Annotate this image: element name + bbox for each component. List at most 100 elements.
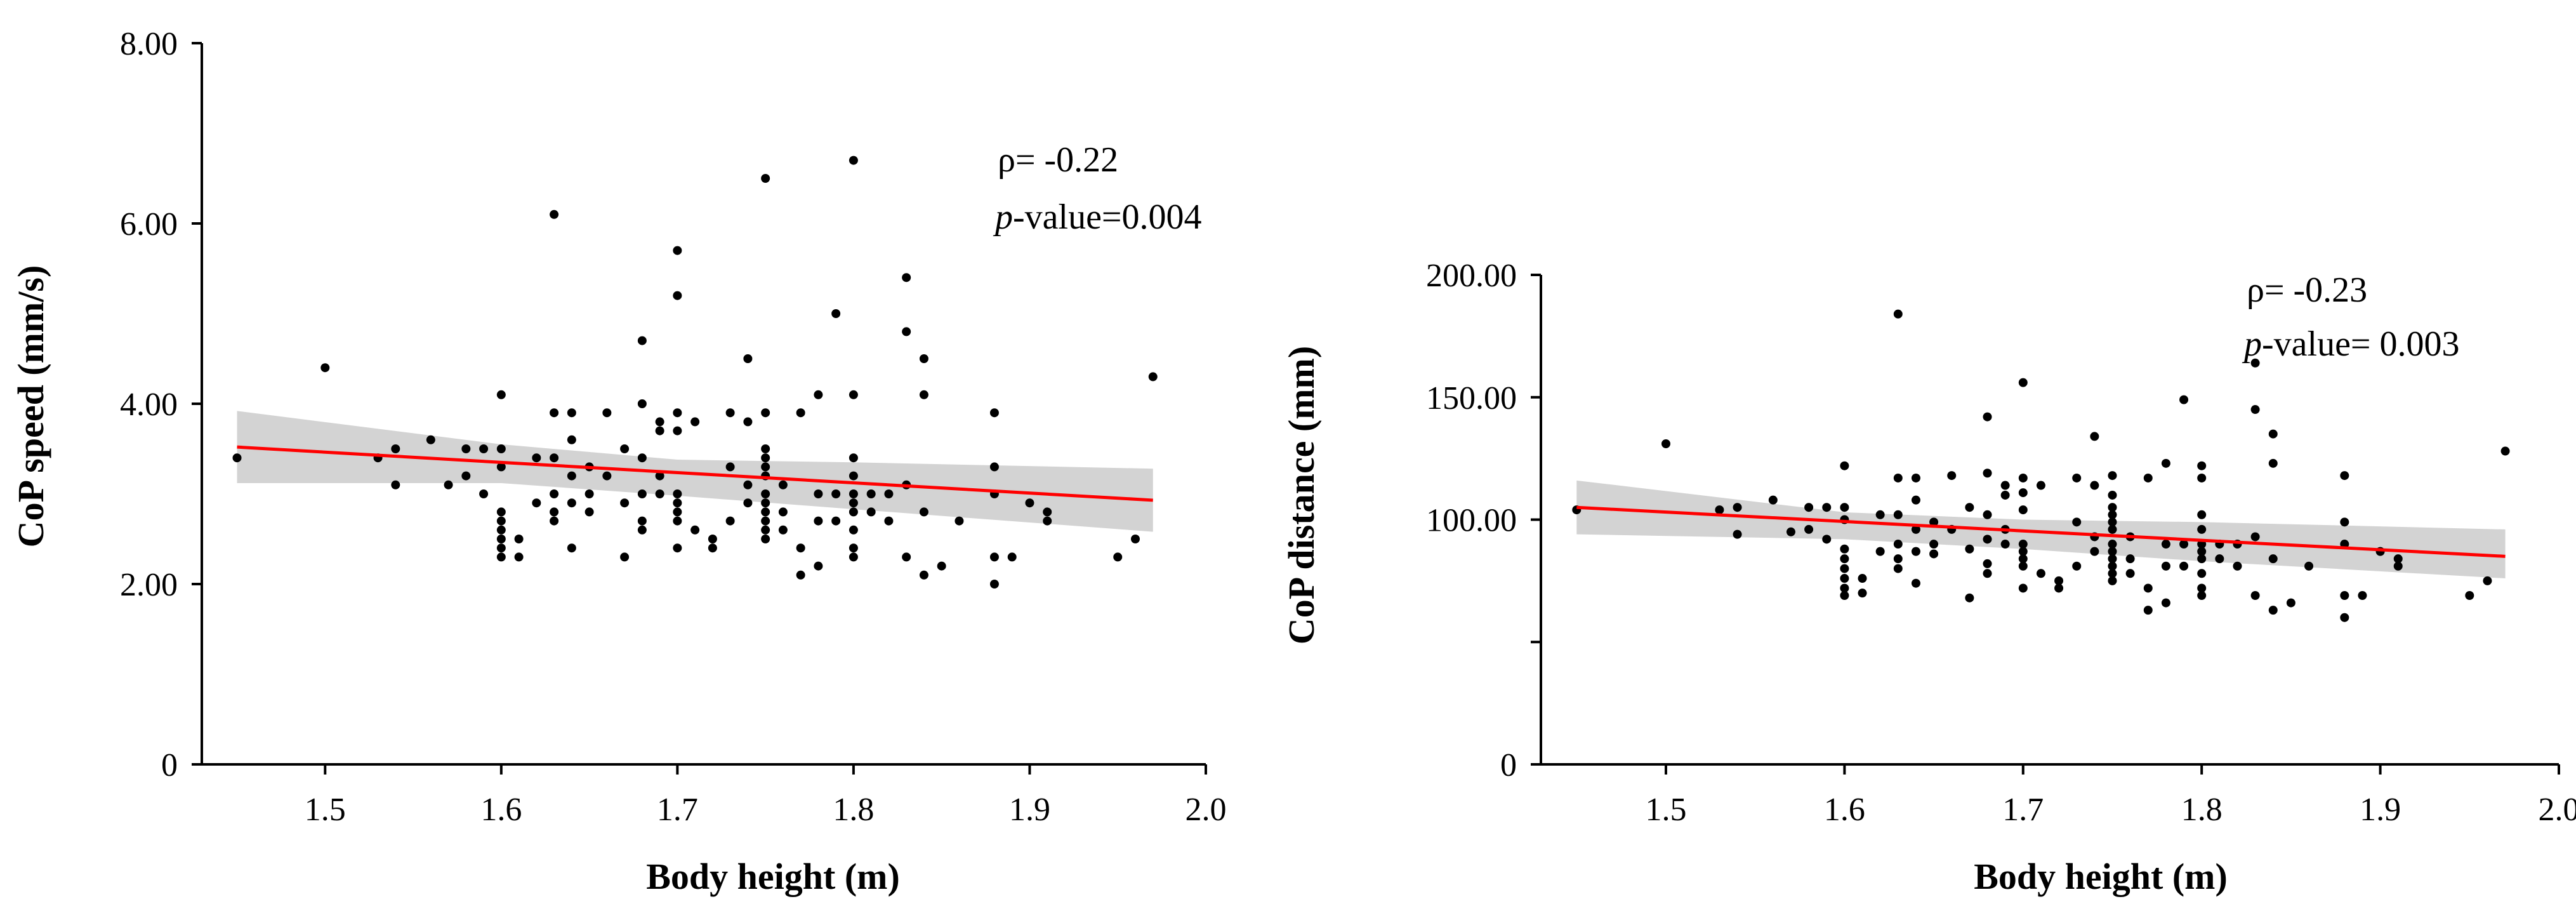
- x-axis-title: Body height (m): [1974, 856, 2228, 897]
- data-point: [725, 462, 735, 472]
- y-tick-label: 0: [161, 747, 178, 783]
- data-point: [2197, 461, 2207, 470]
- data-point: [743, 354, 753, 363]
- data-point: [2268, 606, 2278, 615]
- data-point: [743, 417, 753, 427]
- data-point: [2197, 473, 2207, 482]
- data-point: [761, 462, 770, 472]
- data-point: [761, 174, 770, 183]
- data-point: [1983, 469, 1992, 478]
- y-ticks: 0 100.00 150.00 200.00: [1426, 258, 1541, 783]
- data-point: [2108, 540, 2117, 549]
- data-point: [673, 498, 682, 508]
- y-tick-label: 2.00: [120, 567, 178, 603]
- data-point: [989, 408, 999, 418]
- data-point: [2108, 503, 2117, 512]
- data-point: [2268, 554, 2278, 564]
- data-point: [849, 543, 858, 553]
- data-point: [2090, 481, 2099, 490]
- data-point: [761, 535, 770, 543]
- data-point: [673, 291, 682, 300]
- data-point: [1911, 473, 1920, 482]
- data-point: [532, 498, 541, 508]
- data-point: [655, 489, 664, 498]
- data-point: [620, 552, 630, 562]
- data-point: [1983, 569, 1992, 578]
- data-point: [2250, 405, 2260, 415]
- data-point: [1043, 507, 1052, 517]
- data-point: [1983, 535, 1992, 544]
- data-point: [761, 507, 770, 517]
- x-tick-label: 2.0: [1186, 792, 1227, 828]
- data-point: [849, 498, 858, 508]
- data-point: [461, 444, 471, 453]
- data-point: [1875, 510, 1885, 519]
- data-point: [814, 390, 823, 399]
- data-point: [796, 408, 805, 418]
- data-point: [461, 471, 471, 481]
- data-point: [2054, 583, 2064, 593]
- data-point: [2108, 569, 2117, 578]
- data-point: [2090, 547, 2099, 556]
- data-point: [673, 489, 682, 498]
- data-point: [1983, 559, 1992, 568]
- data-point: [585, 489, 594, 498]
- data-point: [550, 507, 559, 517]
- data-point: [496, 462, 506, 472]
- data-point: [1804, 503, 1814, 512]
- data-point: [637, 516, 647, 526]
- data-point: [585, 507, 594, 517]
- data-point: [849, 489, 858, 498]
- data-point: [1875, 547, 1885, 556]
- data-point: [479, 444, 489, 453]
- data-point: [2018, 505, 2028, 515]
- data-point: [426, 435, 435, 444]
- data-point: [884, 489, 894, 498]
- data-point: [2018, 554, 2028, 564]
- x-tick-label: 1.5: [305, 792, 346, 828]
- data-point: [796, 543, 805, 553]
- data-point: [602, 408, 612, 418]
- data-point: [2143, 473, 2153, 482]
- data-point: [2215, 554, 2224, 564]
- data-point: [2340, 517, 2349, 527]
- data-point: [2233, 561, 2242, 571]
- data-point: [1043, 516, 1052, 526]
- data-point: [550, 453, 559, 463]
- data-point: [2143, 583, 2153, 593]
- data-point: [2018, 378, 2028, 387]
- data-point: [708, 535, 717, 543]
- data-point: [655, 417, 664, 427]
- data-point: [2500, 446, 2510, 456]
- data-point: [1840, 574, 1849, 583]
- data-point: [2090, 432, 2099, 441]
- data-point: [2161, 561, 2170, 571]
- data-point: [1786, 527, 1795, 536]
- data-point: [2108, 471, 2117, 481]
- data-points: [1572, 309, 2510, 622]
- data-point: [831, 516, 841, 526]
- data-point: [690, 417, 700, 427]
- data-point: [849, 390, 858, 399]
- data-point: [761, 516, 770, 526]
- data-point: [1893, 540, 1903, 549]
- data-point: [2250, 591, 2260, 601]
- data-point: [2018, 547, 2028, 556]
- data-point: [989, 552, 999, 562]
- data-point: [778, 525, 788, 535]
- data-point: [2268, 429, 2278, 439]
- data-point: [2340, 591, 2349, 601]
- data-point: [496, 525, 506, 535]
- data-point: [2465, 591, 2474, 601]
- data-points: [232, 156, 1158, 589]
- data-point: [637, 453, 647, 463]
- data-point: [2018, 540, 2028, 549]
- x-tick-label: 1.6: [480, 792, 522, 828]
- data-point: [496, 535, 506, 543]
- data-point: [1911, 547, 1920, 556]
- data-point: [637, 525, 647, 535]
- data-point: [2125, 569, 2135, 578]
- data-point: [2250, 532, 2260, 542]
- x-tick-label: 1.9: [1009, 792, 1050, 828]
- data-point: [2125, 554, 2135, 564]
